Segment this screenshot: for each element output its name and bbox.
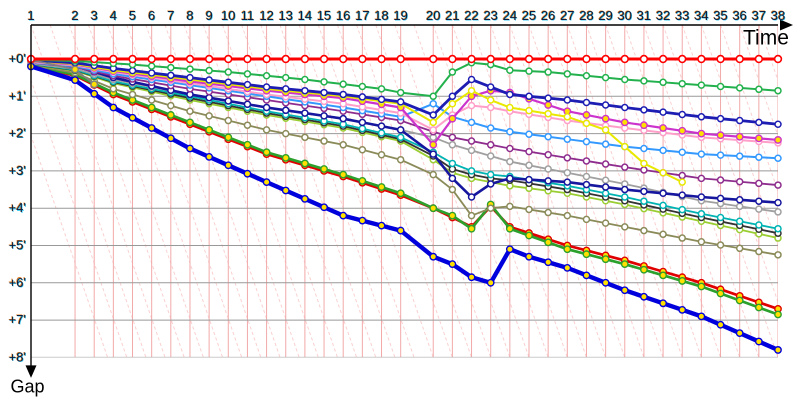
svg-text:12: 12 [259,8,273,23]
svg-text:32: 32 [656,8,670,23]
svg-text:4: 4 [110,8,117,23]
svg-text:+7': +7' [9,312,26,327]
svg-text:21: 21 [445,8,459,23]
svg-text:Gap: Gap [11,377,45,397]
svg-text:6: 6 [148,8,155,23]
svg-text:+5': +5' [9,238,26,253]
svg-text:11: 11 [241,8,255,23]
svg-text:38: 38 [771,8,785,23]
svg-text:16: 16 [336,8,350,23]
svg-text:7: 7 [167,8,174,23]
svg-text:19: 19 [393,8,407,23]
svg-text:14: 14 [298,8,312,23]
svg-text:5: 5 [129,8,136,23]
svg-text:15: 15 [317,8,331,23]
svg-text:10: 10 [221,8,235,23]
svg-text:13: 13 [279,8,293,23]
svg-text:29: 29 [598,8,612,23]
svg-text:18: 18 [374,8,388,23]
svg-text:31: 31 [637,8,651,23]
svg-text:+2': +2' [9,126,26,141]
svg-text:Time: Time [743,27,789,50]
svg-text:2: 2 [71,8,78,23]
svg-text:33: 33 [675,8,689,23]
svg-text:+6': +6' [9,275,26,290]
svg-text:24: 24 [503,8,517,23]
svg-text:37: 37 [752,8,766,23]
svg-text:27: 27 [560,8,574,23]
svg-text:17: 17 [355,8,369,23]
svg-text:+0': +0' [9,51,26,66]
svg-text:+4': +4' [9,200,26,215]
svg-text:9: 9 [206,8,213,23]
svg-text:20: 20 [426,8,440,23]
svg-text:34: 34 [694,8,708,23]
svg-text:23: 23 [483,8,497,23]
svg-text:30: 30 [618,8,632,23]
svg-text:+3': +3' [9,163,26,178]
svg-text:8: 8 [186,8,193,23]
svg-text:1: 1 [27,8,34,23]
svg-text:22: 22 [464,8,478,23]
svg-text:+1': +1' [9,88,26,103]
svg-text:35: 35 [713,8,727,23]
svg-text:36: 36 [732,8,746,23]
svg-text:25: 25 [522,8,536,23]
svg-text:3: 3 [91,8,98,23]
svg-text:28: 28 [579,8,593,23]
svg-text:+8': +8' [9,349,26,364]
svg-text:26: 26 [541,8,555,23]
